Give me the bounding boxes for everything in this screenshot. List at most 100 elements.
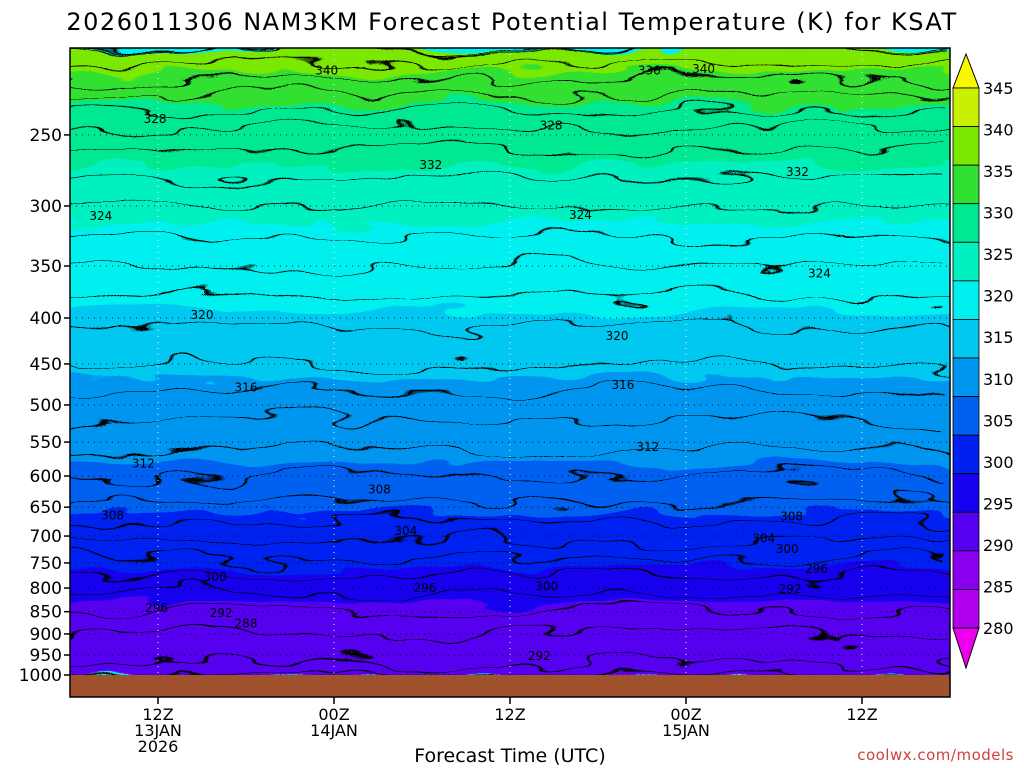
x-tick-label: 13JAN bbox=[134, 721, 182, 740]
theta-band bbox=[70, 48, 950, 57]
x-tick-label: 12Z bbox=[846, 705, 877, 724]
colorbar-segment bbox=[952, 511, 980, 552]
colorbar: 280 285 290 295 300 305 310 315 320 325 330 335 340 3… bbox=[952, 52, 1014, 670]
y-tick-label: 500 bbox=[30, 396, 62, 416]
isentrope-label: 324 bbox=[808, 267, 831, 281]
isentrope-label: 292 bbox=[210, 606, 233, 620]
isentrope-line bbox=[70, 358, 950, 370]
x-tick-label: 2026 bbox=[138, 737, 179, 756]
colorbar-segment bbox=[952, 434, 980, 475]
isentrope-label: 296 bbox=[805, 562, 828, 576]
isentrope-line bbox=[70, 384, 950, 399]
isentrope-label: 304 bbox=[752, 531, 775, 545]
plot-area: 340 336 340 328 328 332 332 324 324 324 320 320 316 3… bbox=[70, 48, 950, 675]
y-tick-label: 850 bbox=[30, 603, 62, 623]
theta-band bbox=[70, 377, 950, 406]
x-tick-label: 15JAN bbox=[662, 721, 710, 740]
colorbar-label: 325 bbox=[983, 245, 1014, 264]
isentrope-line bbox=[158, 669, 823, 675]
theta-band bbox=[70, 55, 950, 73]
isentrope-label: 316 bbox=[235, 380, 258, 394]
colorbar-label: 340 bbox=[983, 121, 1014, 140]
isentrope-line bbox=[70, 74, 950, 85]
isentrope-line bbox=[70, 570, 950, 581]
isentrope-line bbox=[70, 48, 950, 56]
isentrope-label: 340 bbox=[692, 62, 715, 76]
isentrope-label: 324 bbox=[89, 209, 112, 223]
isentrope-line bbox=[70, 494, 950, 508]
colorbar-segment bbox=[952, 319, 980, 359]
isentrope-label: 332 bbox=[419, 158, 442, 172]
isentrope-label: 336 bbox=[638, 64, 661, 78]
isentrope-line bbox=[70, 259, 950, 274]
isentrope-label: 328 bbox=[540, 118, 563, 132]
isentrope-line bbox=[70, 322, 950, 332]
colorbar-segment bbox=[952, 396, 980, 436]
isentrope-label: 320 bbox=[606, 329, 629, 343]
isentrope-line bbox=[70, 514, 950, 529]
isentrope-line bbox=[70, 229, 950, 243]
y-tick-label: 250 bbox=[30, 126, 62, 146]
y-tick-label: 650 bbox=[30, 498, 62, 518]
chart-title: 2026011306 NAM3KM Forecast Potential Tem… bbox=[66, 8, 957, 36]
isentrope-label: 328 bbox=[144, 112, 167, 126]
theta-band bbox=[70, 345, 950, 379]
isentrope-line bbox=[70, 471, 950, 481]
isentrope-label: 340 bbox=[315, 64, 338, 78]
colorbar-segment bbox=[952, 280, 980, 320]
colorbar-segment bbox=[952, 203, 980, 243]
colorbar-label: 330 bbox=[983, 204, 1014, 223]
theta-band bbox=[70, 119, 950, 136]
theta-band bbox=[70, 310, 950, 347]
y-tick-label: 800 bbox=[30, 579, 62, 599]
isentrope-label: 324 bbox=[569, 208, 592, 222]
isentrope-label: 308 bbox=[101, 508, 124, 522]
isentrope-line bbox=[70, 656, 950, 668]
isentrope-line bbox=[70, 142, 950, 156]
y-tick-label: 750 bbox=[30, 554, 62, 574]
isentrope-labels: 340 336 340 328 328 332 332 324 324 324 320 320 316 3… bbox=[89, 62, 831, 663]
colorbar-label: 310 bbox=[983, 370, 1014, 389]
isentrope-line bbox=[70, 57, 950, 71]
isentrope-line bbox=[70, 289, 950, 303]
colorbar-label: 290 bbox=[983, 536, 1014, 555]
theta-band bbox=[70, 567, 950, 585]
theta-band bbox=[70, 462, 950, 489]
colorbar-label: 345 bbox=[983, 79, 1014, 98]
isentrope-label: 292 bbox=[779, 582, 802, 596]
y-tick-label: 900 bbox=[30, 625, 62, 645]
pressure-axis: 2503003504004505005506006507007508008509… bbox=[19, 126, 70, 686]
theta-band bbox=[70, 191, 950, 222]
y-tick-label: 1000 bbox=[19, 666, 62, 686]
isentrope-line bbox=[70, 172, 950, 183]
colorbar-segment bbox=[952, 473, 980, 513]
isentrope-line bbox=[70, 533, 950, 548]
colorbar-label: 295 bbox=[983, 494, 1014, 513]
isentrope-label: 308 bbox=[780, 510, 803, 524]
colorbar-segment bbox=[952, 357, 980, 397]
isentrope-label: 288 bbox=[235, 616, 258, 630]
theta-band bbox=[70, 87, 950, 104]
x-tick-label: 00Z bbox=[318, 705, 349, 724]
colorbar-label: 280 bbox=[983, 619, 1014, 638]
x-tick-label: 12Z bbox=[142, 705, 173, 724]
colorbar-label: 335 bbox=[983, 162, 1014, 181]
isentrope-line bbox=[70, 200, 950, 212]
colorbar-lower-arrow bbox=[952, 627, 980, 670]
y-tick-label: 350 bbox=[30, 257, 62, 277]
isentrope-contours bbox=[70, 48, 950, 675]
isentrope-label: 308 bbox=[368, 482, 391, 496]
ground-strip bbox=[70, 675, 950, 697]
theta-band bbox=[70, 103, 950, 120]
y-tick-label: 450 bbox=[30, 355, 62, 375]
isentrope-label: 296 bbox=[413, 581, 436, 595]
colorbar-segment bbox=[952, 126, 980, 166]
colorbar-segment bbox=[952, 589, 980, 629]
y-tick-label: 600 bbox=[30, 467, 62, 487]
y-tick-label: 950 bbox=[30, 646, 62, 666]
colorbar-label: 285 bbox=[983, 577, 1014, 596]
colorbar-label: 315 bbox=[983, 328, 1014, 347]
x-tick-label: 14JAN bbox=[310, 721, 358, 740]
